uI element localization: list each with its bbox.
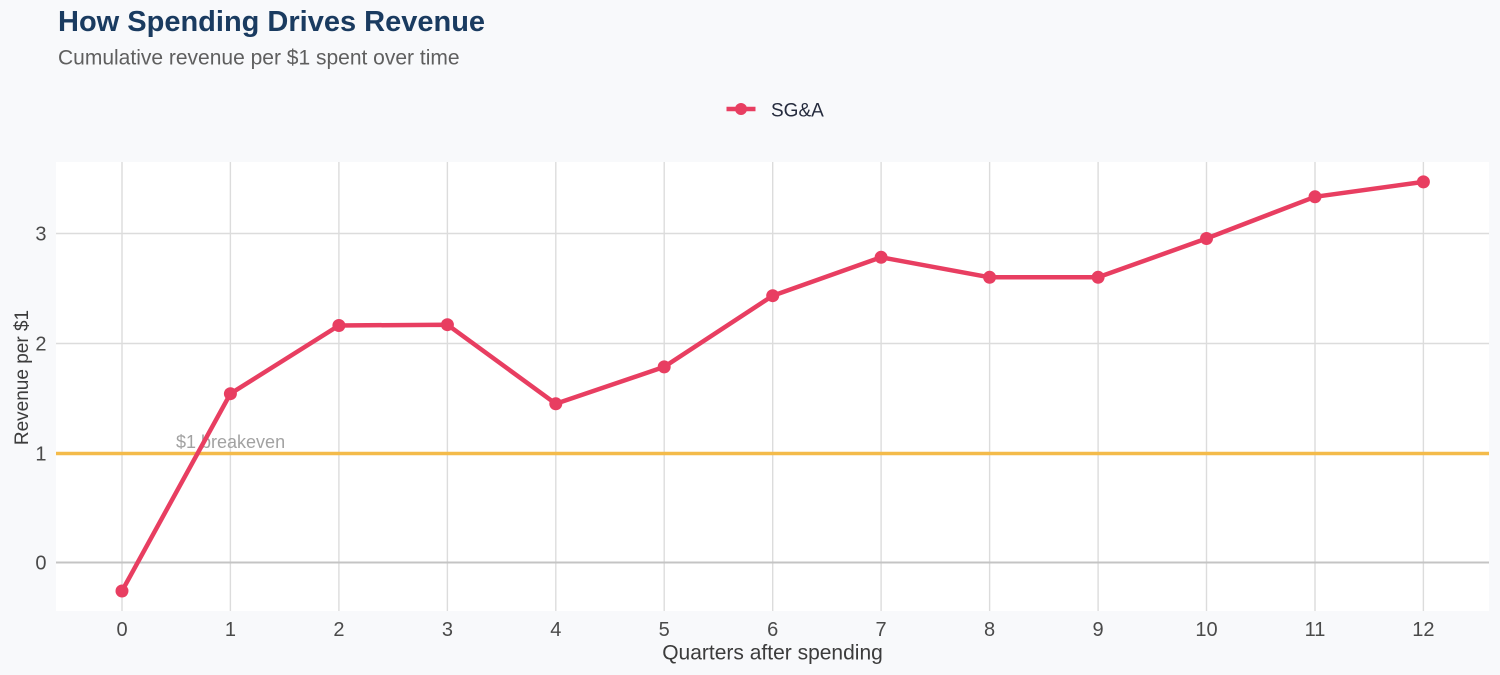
svg-text:1: 1 [225,619,236,641]
svg-text:7: 7 [876,619,887,641]
svg-text:2: 2 [35,334,46,356]
svg-text:3: 3 [35,224,46,246]
svg-text:0: 0 [116,619,127,641]
svg-text:11: 11 [1305,619,1326,641]
svg-text:$1 breakeven: $1 breakeven [176,432,285,452]
svg-text:Quarters after spending: Quarters after spending [662,642,883,665]
svg-text:Revenue per $1: Revenue per $1 [12,310,33,445]
svg-text:12: 12 [1412,619,1434,641]
svg-text:5: 5 [659,619,670,641]
svg-text:How Spending Drives Revenue: How Spending Drives Revenue [58,6,485,38]
svg-text:3: 3 [442,619,453,641]
svg-text:8: 8 [984,619,995,641]
svg-text:SG&A: SG&A [771,101,824,122]
svg-text:4: 4 [550,619,561,641]
svg-text:0: 0 [35,553,46,575]
svg-text:10: 10 [1195,619,1217,641]
svg-text:Cumulative revenue per $1 spen: Cumulative revenue per $1 spent over tim… [58,47,460,70]
svg-text:1: 1 [35,444,46,466]
svg-text:2: 2 [333,619,344,641]
svg-text:6: 6 [767,619,778,641]
svg-text:9: 9 [1093,619,1104,641]
